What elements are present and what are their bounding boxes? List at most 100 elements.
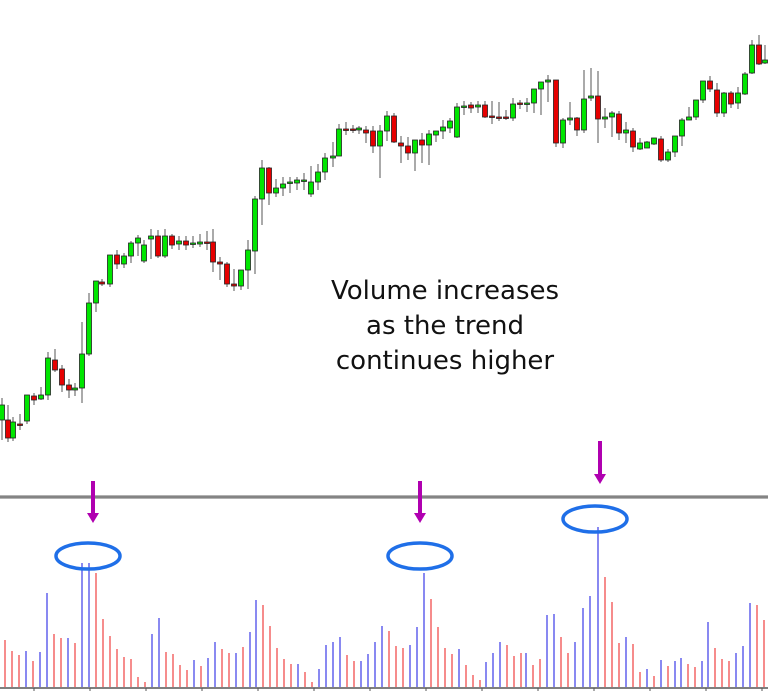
candle-body	[86, 302, 92, 355]
candle-body	[5, 419, 11, 439]
candle-body	[99, 281, 105, 285]
candle-body	[644, 141, 650, 149]
candle	[665, 149, 671, 162]
candle	[560, 118, 566, 148]
candle	[336, 124, 342, 157]
candle-body	[31, 395, 37, 401]
candle	[616, 111, 622, 140]
candle	[658, 136, 664, 162]
candle-body	[343, 128, 349, 131]
candle	[343, 122, 349, 135]
candle-body	[412, 139, 418, 154]
candle	[574, 117, 580, 136]
candle	[155, 230, 161, 258]
candle-body	[315, 171, 321, 183]
candle-body	[475, 104, 481, 108]
candle-body	[280, 183, 286, 189]
candle	[672, 135, 678, 157]
candle	[384, 111, 390, 141]
candle-body	[204, 241, 210, 244]
candle-body	[197, 241, 203, 245]
candle	[581, 70, 587, 133]
candle-body	[294, 179, 300, 184]
candle	[426, 130, 432, 165]
candle	[496, 102, 502, 121]
candle-body	[24, 394, 30, 422]
annotation-line-3: continues higher	[335, 346, 555, 376]
candle-body	[330, 155, 336, 159]
candle-body	[517, 102, 523, 105]
candle-body	[238, 269, 244, 287]
candle-body	[637, 142, 643, 150]
candle-body	[245, 249, 251, 271]
candle	[259, 160, 265, 225]
candle-body	[356, 127, 362, 131]
candle	[93, 280, 99, 312]
volume-spike-2	[386, 481, 454, 571]
candle	[419, 133, 425, 163]
candle	[38, 387, 44, 400]
candle-body	[616, 113, 622, 134]
candle-body	[155, 235, 161, 257]
candle-body	[79, 353, 85, 389]
candle-body	[454, 106, 460, 138]
candle-body	[93, 280, 99, 304]
candle	[398, 136, 404, 163]
candle	[742, 72, 748, 95]
annotation-line-1: Volume increases	[330, 276, 560, 306]
candle-body	[384, 115, 390, 132]
candle	[489, 101, 495, 124]
candle	[252, 196, 258, 274]
candle-body	[107, 254, 113, 285]
candle	[245, 240, 251, 289]
candle-body	[623, 129, 629, 134]
candle-body	[762, 59, 768, 64]
candle-body	[574, 117, 580, 131]
candle-body	[630, 130, 636, 148]
candle-body	[658, 138, 664, 161]
candle	[17, 414, 23, 430]
candle	[107, 254, 113, 287]
candle-body	[121, 255, 127, 265]
candle-body	[651, 137, 657, 145]
candle	[322, 153, 328, 180]
candle	[66, 379, 72, 398]
candle	[162, 229, 168, 258]
candle-body	[72, 387, 78, 391]
candle	[86, 293, 92, 356]
candle	[531, 88, 537, 113]
candle	[114, 250, 120, 269]
candle-body	[742, 73, 748, 95]
candle-body	[405, 145, 411, 154]
candle	[630, 128, 636, 152]
candle	[231, 269, 237, 291]
candle-body	[66, 384, 72, 391]
arrow-down-icon	[87, 513, 99, 523]
candle	[183, 236, 189, 250]
candle	[238, 269, 244, 290]
volume-highlights	[54, 441, 629, 571]
candle	[224, 262, 230, 287]
candle-body	[735, 92, 741, 104]
candle	[24, 394, 30, 424]
candle	[440, 120, 446, 139]
candle	[728, 91, 734, 108]
candle-body	[350, 128, 356, 131]
candle	[52, 349, 58, 372]
candle	[714, 83, 720, 117]
candle-body	[135, 237, 141, 244]
candle	[707, 76, 713, 92]
candle-body	[10, 421, 16, 439]
candle	[294, 177, 300, 190]
candle-body	[322, 157, 328, 173]
candle-body	[287, 181, 293, 184]
candle-body	[45, 357, 51, 396]
candle	[210, 229, 216, 272]
candle-body	[503, 116, 509, 119]
candle	[475, 101, 481, 113]
candle	[756, 35, 762, 65]
candle	[545, 75, 551, 102]
candle-body	[141, 244, 147, 262]
candle-body	[588, 95, 594, 99]
